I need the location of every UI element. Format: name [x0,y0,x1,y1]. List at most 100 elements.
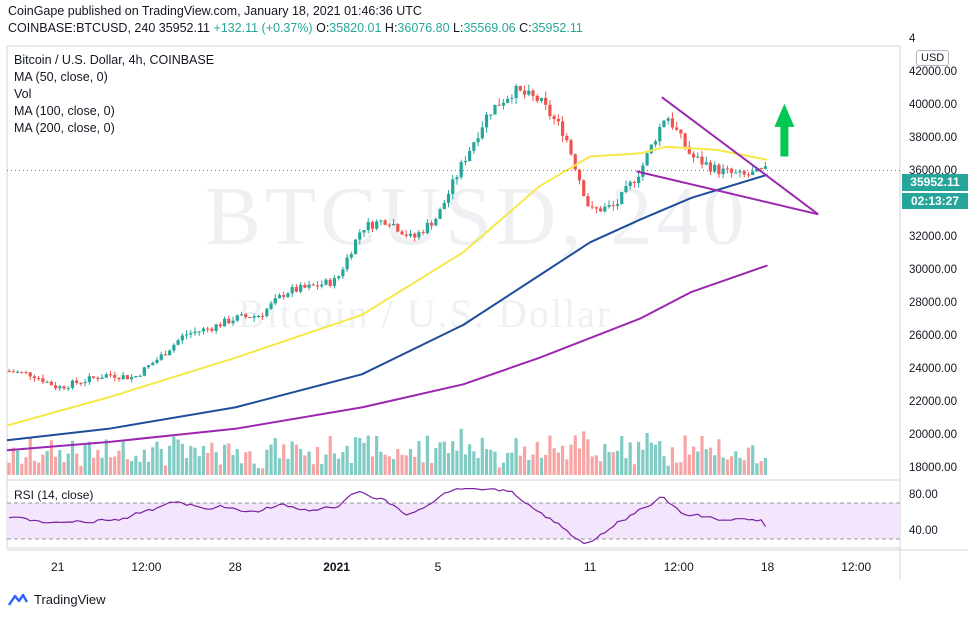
candle-body [41,378,45,383]
candle-body [108,374,113,376]
volume-bar [75,453,79,475]
candle-body [565,135,569,141]
rsi-tick-label: 40.00 [909,525,938,537]
legend-volume[interactable]: Vol [14,87,32,101]
candle-body [383,220,387,225]
legend-ma100[interactable]: MA (100, close, 0) [14,104,115,118]
volume-bar [586,439,590,475]
volume-bar [742,460,746,475]
candle-body [176,340,180,345]
volume-bar [375,435,379,475]
price-tick-label: 42000.00 [909,66,957,78]
candle-body [484,114,489,128]
candle-body [514,85,518,99]
volume-bar [176,439,180,475]
volume-bar [560,445,565,475]
volume-bar [603,444,607,475]
price-tick-label: 32000.00 [909,231,957,243]
candle-body [582,180,586,197]
volume-bar [32,460,37,475]
volume-bar [277,458,282,475]
volume-bar [658,441,662,475]
candle-body [506,98,510,103]
volume-bar [130,461,134,475]
candle-body [641,165,645,177]
candle-body [341,269,345,277]
volume-bar [142,449,146,475]
candle-body [438,209,442,219]
volume-bar [738,457,742,475]
candle-body [691,153,696,158]
ma50-line [6,145,768,427]
volume-bar [442,441,446,475]
volume-bar [413,456,417,475]
candle-body [273,298,277,304]
candle-body [66,387,70,389]
volume-bar [691,446,696,475]
candle-body [125,375,130,380]
open-value: 35820.01 [329,21,382,35]
candle-body [573,154,577,170]
ma100-line [6,173,768,442]
candle-body [227,318,231,324]
volume-bar [632,464,637,475]
volume-bar [328,436,332,475]
volume-bar [248,451,252,475]
candle-body [32,376,37,379]
time-tick-label: 2021 [323,560,350,574]
volume-bar [155,441,159,475]
candle-body [489,114,493,116]
volume-bar [527,459,531,475]
open-label: O: [316,21,330,35]
symbol-label: COINBASE:BTCUSD, 240 [8,21,156,35]
candle-body [28,372,32,377]
candle-body [391,223,396,226]
candle-body [396,223,400,232]
candle-body [24,371,28,373]
price-tick-label: 28000.00 [909,297,957,309]
volume-bar [189,445,193,475]
volume-bar [404,455,408,475]
candle-body [653,141,658,145]
volume-bar [117,450,121,475]
volume-bar [366,435,370,475]
candle-body [45,381,49,383]
footer-brand: TradingView [34,592,106,607]
candle-body [552,116,556,119]
volume-bar [121,441,125,475]
volume-bar [197,456,201,475]
candle-body [713,164,717,172]
low-label: L: [453,21,464,35]
candle-body [239,314,244,316]
volume-bar [751,445,755,475]
candle-body [704,162,708,165]
candle-body [58,386,62,389]
candle-body [349,254,353,258]
price-tick-label: 24000.00 [909,363,957,375]
volume-bar [315,446,320,475]
candle-body [725,168,729,170]
volume-bar [113,456,117,475]
volume-bar [683,435,687,475]
volume-bar [168,445,172,475]
candle-body [675,127,679,130]
legend-ma200[interactable]: MA (200, close, 0) [14,121,115,135]
currency-button[interactable]: USD [916,50,950,66]
high-label: H: [384,21,398,35]
legend-ma50[interactable]: MA (50, close, 0) [14,70,108,84]
legend-rsi[interactable]: RSI (14, close) [14,488,94,502]
volume-bar [607,451,611,475]
volume-bar [28,438,32,475]
close-label: C: [519,21,532,35]
volume-bar [349,462,353,475]
volume-bar [544,454,548,475]
time-tick-label: 18 [761,560,775,574]
candle-body [155,359,159,363]
tradingview-footer[interactable]: TradingView [8,592,106,607]
candle-body [628,181,632,187]
candle-body [404,234,408,236]
candle-body [184,334,189,336]
candle-body [451,179,455,194]
time-tick-label: 12:00 [664,560,694,574]
